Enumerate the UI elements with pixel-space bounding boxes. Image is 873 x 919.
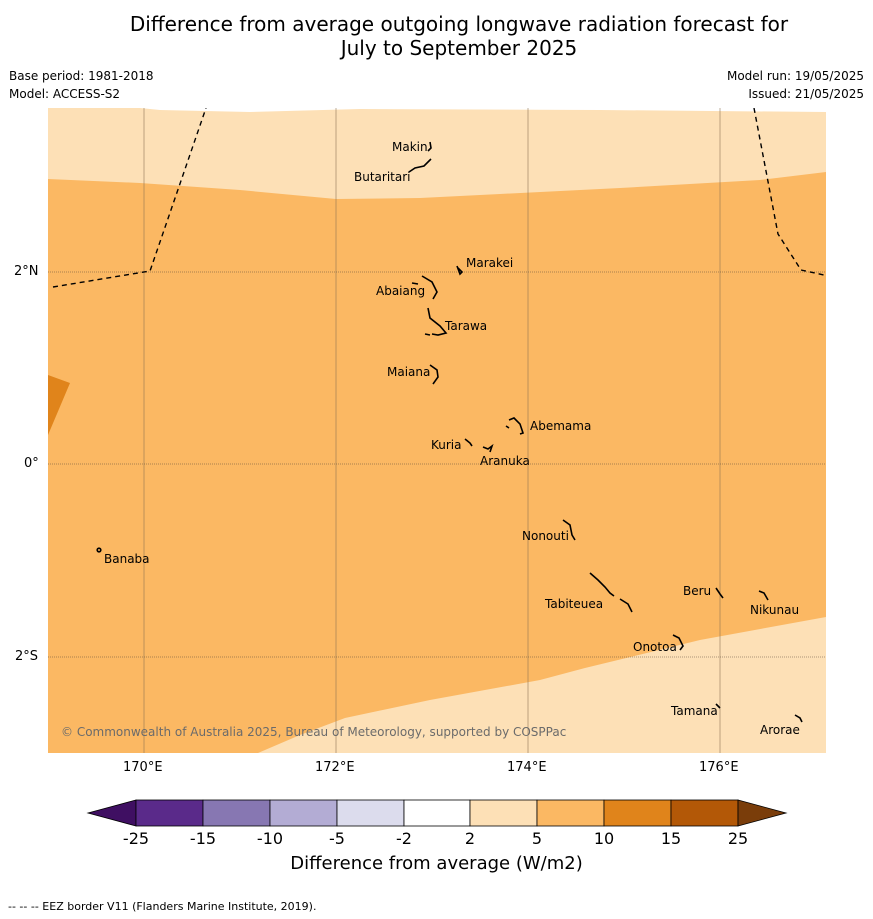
lon-label-172e: 172°E	[315, 760, 355, 775]
island-tabiteuea-n	[589, 572, 615, 597]
model-run-date: Model run: 19/05/2025	[726, 69, 864, 83]
eez-footnote: -- -- -- EEZ border V11 (Flanders Marine…	[8, 900, 317, 913]
map-top-notch	[140, 108, 826, 112]
island-abaiang	[421, 275, 438, 300]
anomaly-region-west-10-15	[48, 375, 70, 435]
island-banaba	[96, 547, 102, 553]
colorbar-tick: 25	[727, 829, 749, 848]
colorbar-tick: -15	[189, 829, 217, 848]
place-banaba: Banaba	[104, 552, 150, 566]
lon-label-170e: 170°E	[123, 760, 163, 775]
graticule	[143, 108, 721, 753]
lat-label-2s: 2°S	[15, 649, 39, 664]
place-nikunau: Nikunau	[750, 603, 799, 617]
island-arorae	[794, 714, 803, 723]
colorbar-tick: 10	[593, 829, 615, 848]
colorbar-title: Difference from average (W/m2)	[290, 853, 583, 874]
island-tarawa	[427, 307, 448, 336]
island-beru	[715, 587, 724, 599]
model-name: Model: ACCESS-S2	[9, 87, 121, 101]
place-abemama: Abemama	[530, 419, 591, 433]
place-butaritari: Butaritari	[354, 170, 411, 184]
issued-date: Issued: 21/05/2025	[748, 87, 864, 101]
place-aranuka: Aranuka	[480, 454, 530, 468]
island-abemama	[508, 417, 525, 435]
latitude-lines	[48, 271, 826, 658]
island-butaritari	[408, 158, 432, 173]
lon-label-176e: 176°E	[699, 760, 739, 775]
anomaly-region-south-2-5	[258, 617, 826, 753]
copyright-notice: © Commonwealth of Australia 2025, Bureau…	[61, 725, 566, 739]
eez-border	[52, 108, 825, 288]
colorbar-extend-low	[86, 799, 137, 827]
island-outlines	[96, 141, 803, 723]
colorbar-bin-8	[603, 799, 672, 827]
island-tarawa-s	[424, 333, 431, 336]
island-nonouti	[562, 519, 576, 541]
island-tamana	[715, 703, 721, 709]
island-abemama-w	[505, 425, 510, 429]
colorbar-tick: 2	[464, 829, 476, 848]
colorbar-tick: 15	[660, 829, 682, 848]
place-onotoa: Onotoa	[633, 640, 677, 654]
colorbar-bin-3	[269, 799, 338, 827]
base-period: Base period: 1981-2018	[9, 69, 154, 83]
colorbar	[86, 799, 788, 827]
colorbar-tick: -10	[256, 829, 284, 848]
island-abaiang-w	[411, 282, 419, 285]
colorbar-bin-7	[536, 799, 605, 827]
island-aranuka	[482, 443, 494, 453]
colorbar-tick: -2	[396, 829, 412, 848]
place-abaiang: Abaiang	[376, 284, 425, 298]
island-kuria	[464, 438, 473, 447]
place-tarawa: Tarawa	[444, 319, 487, 333]
colorbar-tick: -25	[122, 829, 150, 848]
island-marakei	[456, 265, 464, 276]
place-marakei: Marakei	[466, 256, 513, 270]
place-arorae: Arorae	[760, 723, 800, 737]
map-title: Difference from average outgoing longwav…	[0, 12, 873, 60]
anomaly-region-north-2-5	[48, 108, 826, 199]
island-nikunau	[758, 590, 769, 601]
place-labels: Makin Butaritari Marakei Abaiang Tarawa …	[104, 140, 800, 737]
place-tabiteuea: Tabiteuea	[544, 597, 603, 611]
colorbar-bin-2	[202, 799, 271, 827]
place-beru: Beru	[683, 584, 711, 598]
title-line-1: Difference from average outgoing longwav…	[129, 12, 789, 36]
island-onotoa	[672, 634, 684, 651]
colorbar-tick: 5	[531, 829, 543, 848]
lat-label-2n: 2°N	[14, 264, 39, 279]
colorbar-bin-6	[469, 799, 538, 827]
island-makin	[427, 141, 432, 152]
title-line-2: July to September 2025	[340, 36, 578, 60]
place-tamana: Tamana	[670, 704, 718, 718]
place-makin: Makin	[392, 140, 428, 154]
colorbar-tick: -5	[329, 829, 345, 848]
colorbar-bin-4	[336, 799, 405, 827]
island-maiana	[429, 364, 439, 385]
place-maiana: Maiana	[387, 365, 430, 379]
colorbar-bin-1	[135, 799, 204, 827]
colorbar-bin-9	[670, 799, 739, 827]
lon-label-174e: 174°E	[507, 760, 547, 775]
lat-label-0: 0°	[24, 456, 39, 471]
colorbar-bin-5	[403, 799, 471, 827]
colorbar-extend-high	[737, 799, 788, 827]
place-kuria: Kuria	[431, 438, 462, 452]
place-nonouti: Nonouti	[522, 529, 569, 543]
island-tabiteuea-s	[619, 598, 633, 613]
